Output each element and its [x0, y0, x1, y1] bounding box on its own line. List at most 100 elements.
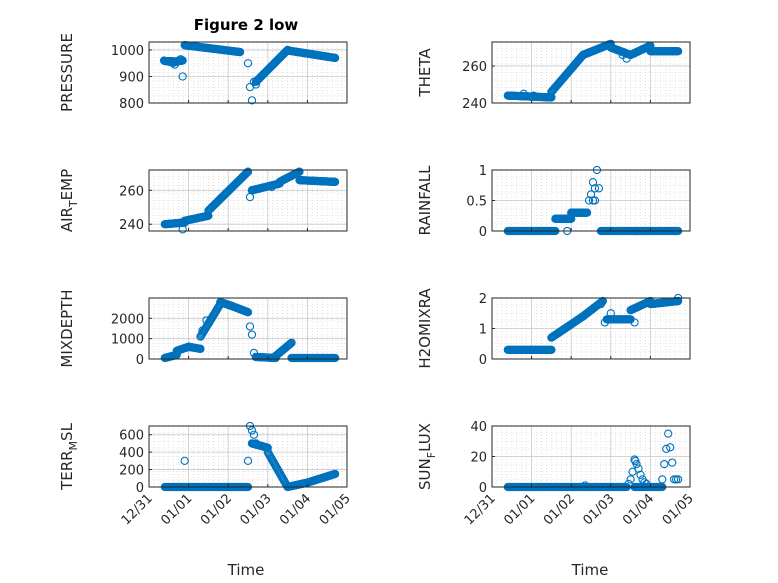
data-marker — [174, 56, 183, 65]
y-axis-label: MIXDEPTH — [58, 289, 76, 367]
subplot-4: 0 0.5 1 RAINFALL — [416, 164, 691, 240]
y-tick-label: 240 — [462, 97, 487, 112]
data-marker — [624, 479, 633, 489]
data-marker — [632, 459, 641, 469]
y-tick-label: 260 — [119, 184, 144, 199]
data-marker — [330, 177, 340, 187]
axes-box — [148, 425, 348, 488]
subplot-6: 0 1 2 H2OMIXRA — [416, 288, 691, 369]
y-tick-label: 2 — [479, 292, 487, 307]
data-marker — [673, 475, 683, 484]
data-marker — [178, 56, 187, 65]
data-marker — [243, 168, 252, 177]
data-marker — [240, 170, 250, 179]
data-marker — [287, 338, 296, 347]
data-marker — [330, 353, 340, 363]
y-tick-label: 2000 — [111, 312, 144, 327]
x-tick-label: 01/03 — [238, 491, 275, 528]
y-axis-label: PRESSURE — [58, 33, 76, 112]
data-marker — [295, 167, 304, 176]
y-tick-label: 260 — [462, 60, 487, 75]
y-tick-label: 0 — [479, 225, 487, 240]
data-marker — [640, 478, 649, 487]
data-marker — [243, 167, 253, 176]
axes-box — [148, 297, 348, 360]
data-marker — [622, 54, 631, 63]
data-marker — [247, 330, 257, 339]
x-tick-label: 12/31 — [119, 491, 156, 528]
data-marker — [590, 184, 600, 193]
x-tick-label: 01/05 — [660, 491, 697, 528]
data-marker — [251, 352, 261, 362]
data-marker — [176, 55, 185, 64]
data-marker — [251, 439, 261, 448]
data-marker — [586, 190, 596, 199]
data-marker — [666, 443, 675, 452]
axes-box — [148, 169, 348, 232]
subplot-5: 0 1000 2000 MIXDEPTH — [58, 289, 348, 368]
data-marker — [606, 309, 615, 318]
data-marker — [284, 340, 293, 350]
data-marker — [249, 348, 259, 358]
data-marker — [596, 299, 606, 309]
data-marker — [285, 339, 295, 349]
axes-box — [491, 41, 691, 104]
data-marker — [673, 296, 683, 306]
data-marker — [247, 96, 257, 105]
data-marker — [634, 464, 643, 473]
y-axis-label: AIRTEMP — [58, 169, 80, 232]
y-tick-label: 240 — [119, 218, 144, 233]
data-marker — [668, 458, 677, 467]
y-axis-label: THETA — [416, 48, 434, 98]
y-tick-label: 600 — [119, 429, 144, 444]
data-marker — [580, 481, 590, 490]
x-tick-label: 01/03 — [581, 491, 618, 528]
subplot-1: 800 900 1000 PRESSURE — [58, 33, 348, 112]
y-tick-label: 40 — [470, 420, 487, 435]
x-axis-label-left: Time — [227, 561, 265, 579]
x-axis-labels: Time Time — [227, 561, 609, 579]
y-tick-label: 0 — [136, 481, 144, 496]
y-tick-label: 0 — [136, 353, 144, 368]
data-marker — [664, 429, 673, 438]
data-marker — [247, 186, 257, 195]
x-axis-label-right: Time — [571, 561, 609, 579]
y-tick-label: 0.5 — [466, 195, 487, 210]
data-marker — [196, 344, 205, 353]
y-tick-label: 1 — [479, 323, 487, 338]
data-marker — [547, 345, 556, 354]
data-marker — [626, 475, 635, 484]
data-marker — [636, 470, 645, 479]
data-marker — [267, 182, 276, 192]
subplot-2: 240 260 THETA — [416, 39, 691, 112]
x-tick-label: 01/04 — [620, 491, 657, 528]
y-axis-label: H2OMIXRA — [416, 288, 434, 369]
data-marker — [249, 430, 259, 439]
y-tick-label: 0 — [479, 353, 487, 368]
data-marker — [202, 316, 211, 325]
data-marker — [630, 318, 639, 327]
data-marker — [519, 89, 528, 98]
y-axis-label: TERRMSL — [58, 422, 80, 491]
data-marker — [178, 72, 187, 81]
data-marker — [330, 469, 340, 479]
x-tick-label: 01/01 — [501, 491, 538, 528]
data-marker — [660, 459, 669, 469]
x-tick-label: 01/01 — [158, 491, 195, 528]
x-tick-label: 01/02 — [541, 491, 578, 528]
subplot-7: 0 200 400 600 12/31 01/01 01/02 01/03 01/04 01/05… — [58, 421, 354, 528]
data-marker — [673, 47, 683, 56]
data-marker — [600, 318, 610, 327]
y-tick-label: 800 — [119, 97, 144, 112]
y-tick-label: 900 — [119, 70, 144, 85]
data-marker — [582, 208, 592, 217]
data-marker — [251, 80, 261, 89]
figure-title-layer: Figure 2 low — [194, 16, 299, 34]
y-tick-label: 400 — [119, 446, 144, 461]
data-marker — [178, 225, 187, 234]
data-marker — [247, 426, 257, 435]
data-marker — [243, 308, 253, 317]
subplot-8: 0 20 40 12/31 01/01 01/02 01/03 01/04 01/05 SUNFL… — [416, 420, 697, 528]
y-tick-label: 1000 — [111, 44, 144, 59]
